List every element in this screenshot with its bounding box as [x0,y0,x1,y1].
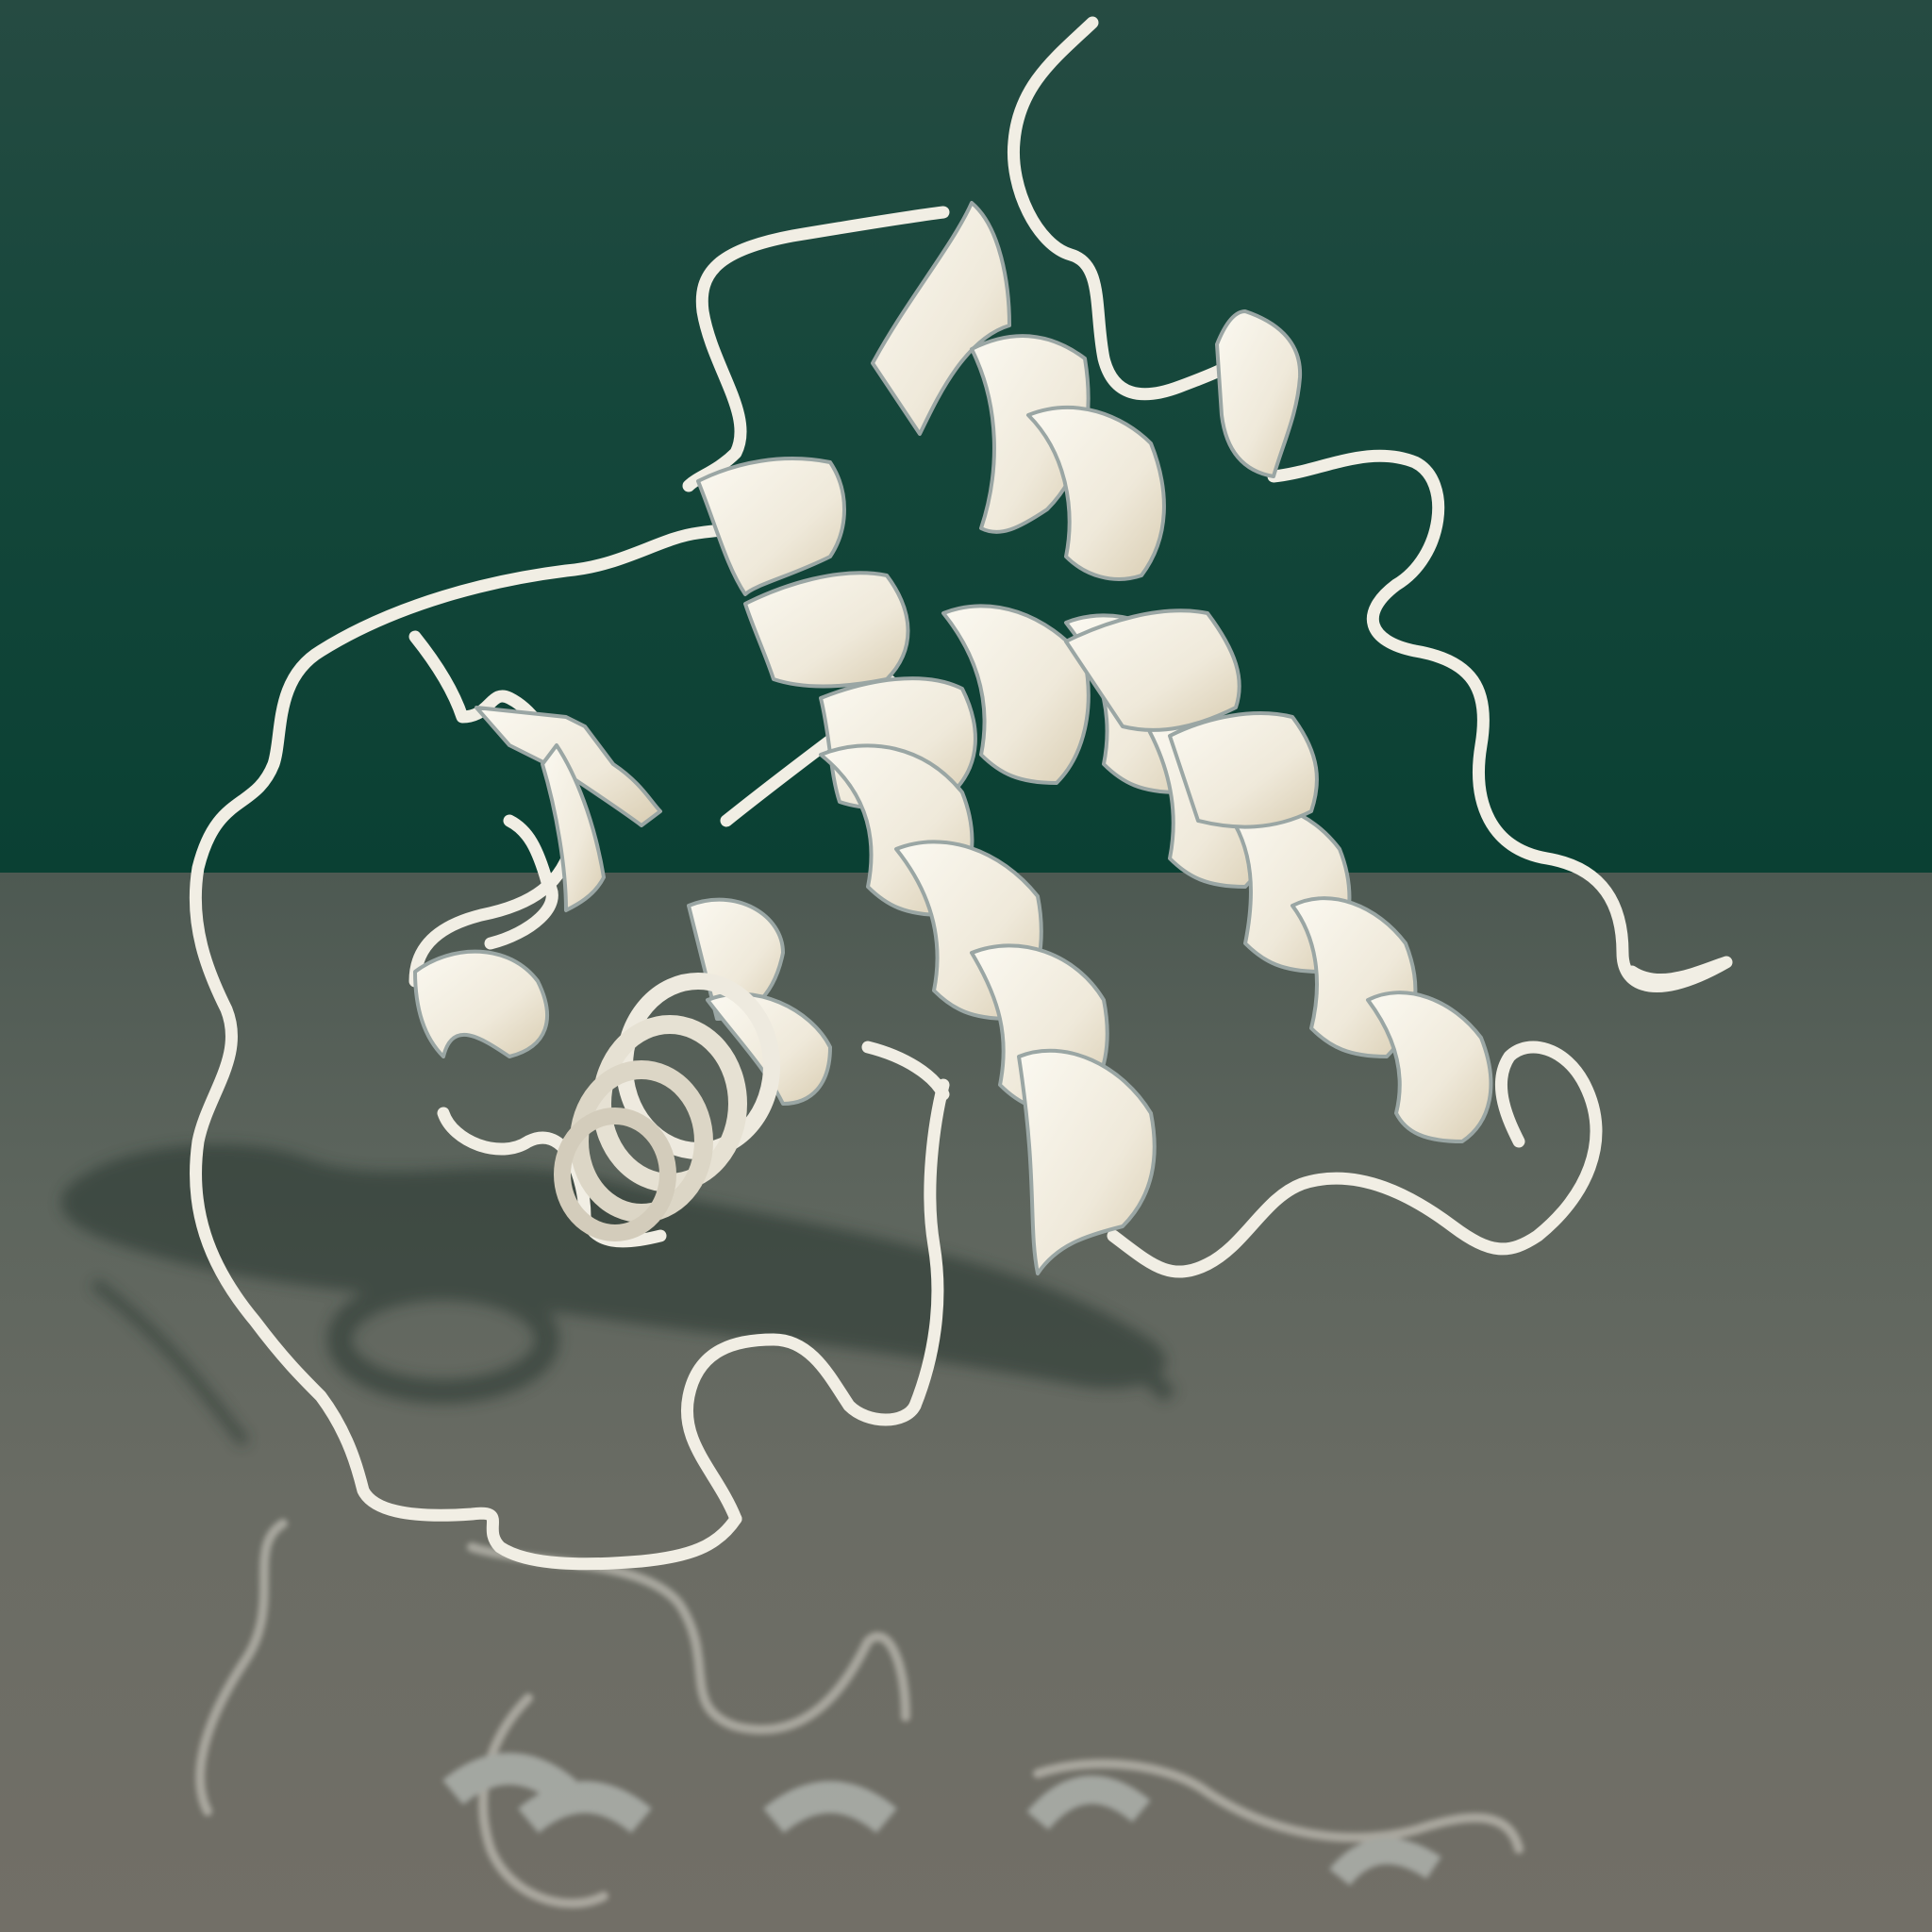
protein-alpha-helices [413,201,1493,1275]
beta-strand-left [475,706,662,912]
reflected-helix [442,1753,1441,1887]
helix-lower-left [413,897,832,1241]
floor-reflection [195,1519,1524,1908]
helix-middle [819,743,1157,1275]
helix-upper-right [1064,608,1319,829]
helix-left [696,457,977,810]
floor-shadow [60,1144,1176,1447]
helix-right-small [1215,309,1303,478]
helix-top [871,201,1166,581]
